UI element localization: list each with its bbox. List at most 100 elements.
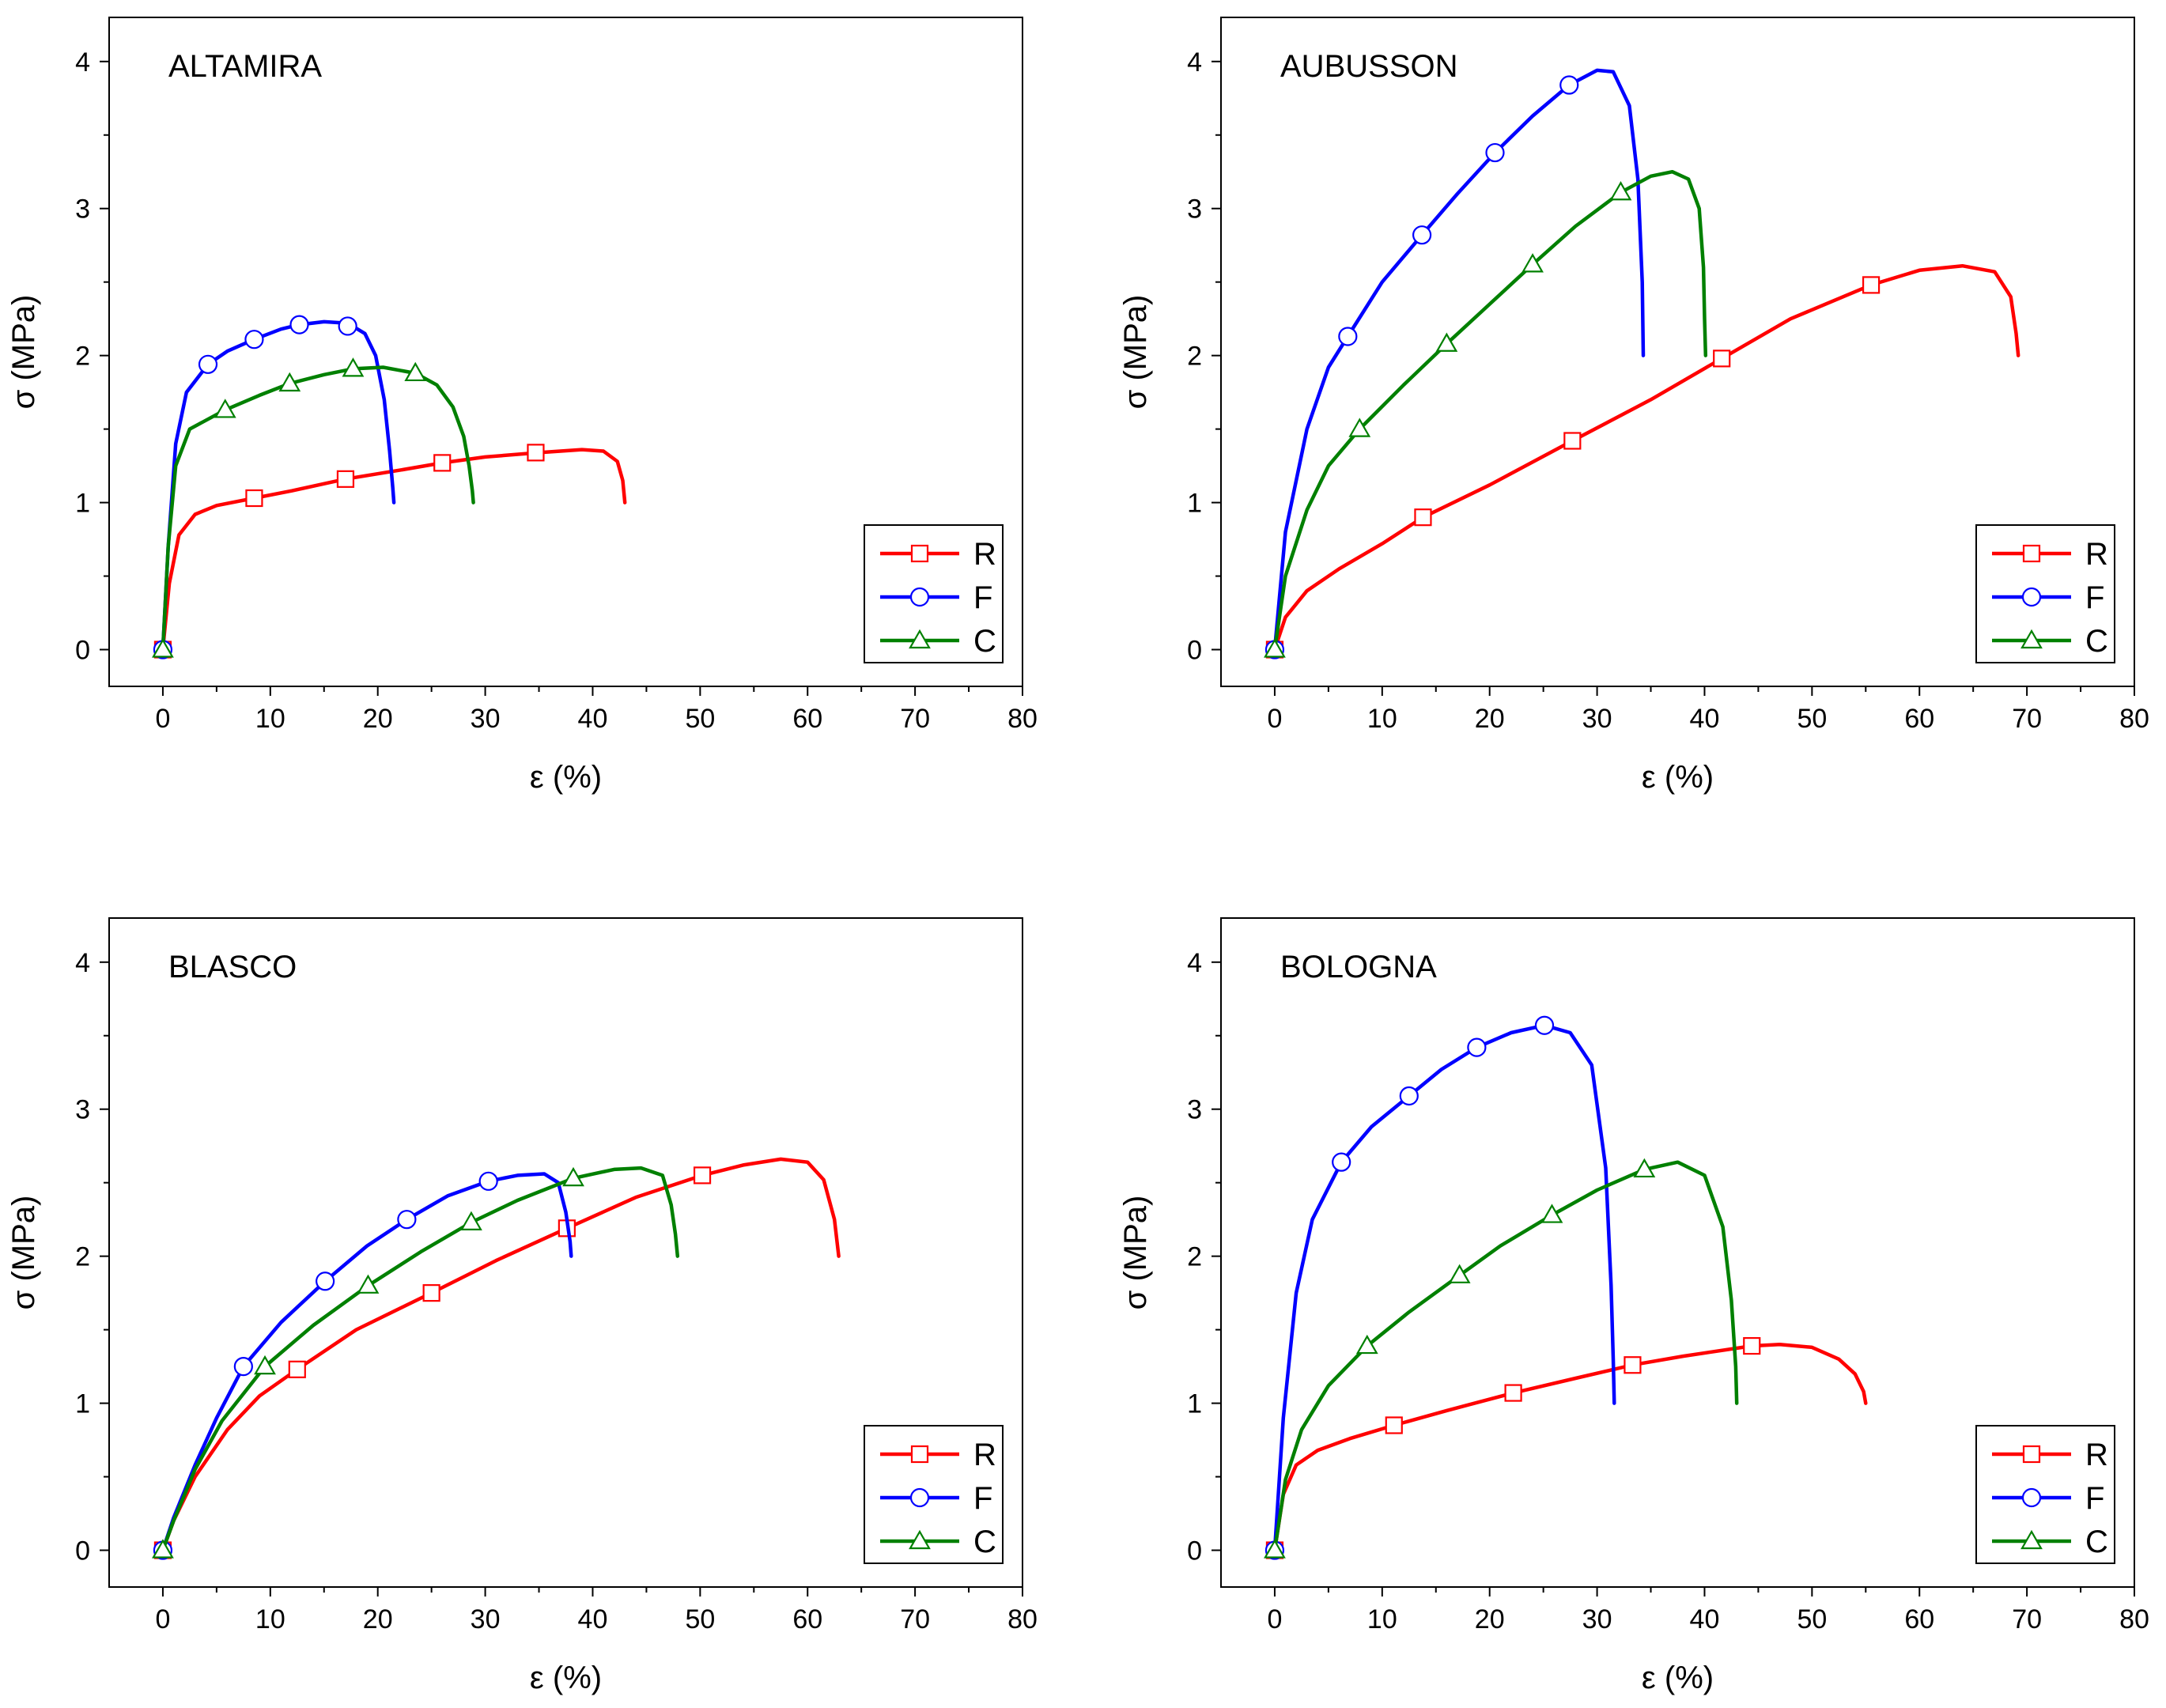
x-tick-label: 0 <box>155 704 170 734</box>
data-point-r <box>433 454 452 472</box>
data-point-c <box>254 1355 276 1375</box>
legend: RFC <box>864 1425 1004 1564</box>
y-tick-label: 3 <box>75 195 90 225</box>
legend: RFC <box>1975 1425 2115 1564</box>
data-point-c <box>152 638 174 658</box>
data-point-r <box>422 1284 440 1302</box>
x-tick-label: 0 <box>1267 704 1282 734</box>
plot-frame <box>108 917 1023 1588</box>
data-point-r <box>1414 508 1432 527</box>
data-point-f <box>1485 142 1505 163</box>
data-point-r <box>1743 1336 1761 1355</box>
data-point-c <box>1540 1204 1563 1223</box>
x-tick-label: 60 <box>1904 704 1934 734</box>
data-point-c <box>1609 181 1632 201</box>
data-point-c <box>1355 1334 1378 1355</box>
data-point-c <box>1264 638 1286 658</box>
data-point-f <box>198 354 218 374</box>
data-point-f <box>316 1272 335 1291</box>
y-axis-label: σ (MPa) <box>6 1196 41 1310</box>
data-point-c <box>1264 1539 1286 1559</box>
plot-frame <box>108 17 1023 687</box>
chart-panel-blasco: 0 10 20 30 40 50 60 70 80 0 1 2 3 4 ε (%) σ (MPa) BLASCO… <box>6 917 1038 1695</box>
x-tick-label: 40 <box>578 1604 608 1634</box>
data-point-r <box>336 470 355 488</box>
series-c <box>1264 1158 1739 1559</box>
data-point-f <box>1534 1015 1555 1035</box>
legend-label: F <box>973 1481 992 1516</box>
x-tick-label: 30 <box>1582 704 1612 734</box>
x-tick-label: 50 <box>1797 704 1827 734</box>
legend-entry-r: R <box>1992 537 2108 572</box>
x-tick-label: 60 <box>792 704 822 734</box>
legend-marker <box>910 544 929 563</box>
data-point-c <box>214 399 236 418</box>
legend-marker <box>909 587 930 607</box>
chart-panel-bologna: 0 10 20 30 40 50 60 70 80 0 1 2 3 4 ε (%) σ (MPa) BOLOGN… <box>1118 917 2149 1695</box>
panel-title: ALTAMIRA <box>168 49 322 84</box>
data-point-c <box>1448 1264 1471 1283</box>
y-axis-label: σ (MPa) <box>6 295 41 410</box>
data-point-r <box>288 1360 306 1378</box>
legend-marker <box>2021 587 2042 607</box>
legend-label: C <box>973 1525 996 1559</box>
y-tick-label: 0 <box>75 1536 90 1566</box>
legend-marker <box>909 1529 931 1550</box>
data-point-f <box>478 1171 498 1191</box>
x-tick-label: 70 <box>900 1604 930 1634</box>
data-point-f <box>289 315 309 334</box>
y-tick-label: 2 <box>75 1242 90 1272</box>
legend-label: F <box>2085 580 2104 615</box>
data-point-f <box>244 330 264 350</box>
data-point-r <box>527 444 545 462</box>
series-line-r <box>1272 1342 1868 1552</box>
legend-marker <box>2020 1529 2043 1550</box>
data-point-c <box>278 372 301 392</box>
legend-label: C <box>973 624 996 659</box>
series-c <box>1264 169 1708 658</box>
x-tick-label: 10 <box>255 704 285 734</box>
data-point-c <box>1521 253 1544 273</box>
series-f <box>1264 68 1646 659</box>
series-line-r <box>161 1157 841 1552</box>
data-point-c <box>342 357 365 377</box>
data-point-f <box>1399 1086 1419 1106</box>
chart-panel-aubusson: 0 10 20 30 40 50 60 70 80 0 1 2 3 4 ε (%) σ (MPa) AUBUSS… <box>1118 17 2149 795</box>
legend-marker <box>2022 1445 2041 1464</box>
legend-label: C <box>2085 624 2108 659</box>
x-tick-label: 50 <box>685 1604 715 1634</box>
y-tick-label: 0 <box>1187 636 1202 666</box>
chart-panel-altamira: 0 10 20 30 40 50 60 70 80 0 1 2 3 4 ε (%) σ (MPa) ALTAMI… <box>6 17 1038 795</box>
legend-label: R <box>973 537 996 572</box>
x-tick-label: 70 <box>2012 704 2042 734</box>
x-tick-label: 10 <box>1367 704 1397 734</box>
series-line-f <box>1272 68 1646 652</box>
data-point-r <box>1504 1384 1522 1402</box>
x-tick-label: 80 <box>1007 1604 1038 1634</box>
y-tick-label: 4 <box>75 948 90 978</box>
legend-marker <box>2020 629 2043 649</box>
legend-entry-c: C <box>1992 1525 2108 1559</box>
series-f <box>153 1171 573 1560</box>
data-point-c <box>1435 332 1458 352</box>
x-tick-label: 10 <box>1367 1604 1397 1634</box>
legend-entry-r: R <box>880 1438 996 1472</box>
data-point-r <box>245 489 263 508</box>
series-line-c <box>1272 169 1708 652</box>
data-point-c <box>404 361 427 382</box>
y-axis-label: σ (MPa) <box>1118 1196 1153 1310</box>
x-tick-label: 80 <box>2119 1604 2149 1634</box>
x-tick-label: 80 <box>1007 704 1038 734</box>
data-point-r <box>1563 432 1582 450</box>
x-tick-label: 50 <box>1797 1604 1827 1634</box>
legend-marker <box>910 1445 929 1464</box>
x-tick-label: 20 <box>1475 704 1505 734</box>
legend-label: C <box>2085 1525 2108 1559</box>
data-point-r <box>1624 1356 1642 1374</box>
legend-marker <box>909 1487 930 1508</box>
legend-entry-r: R <box>880 537 996 572</box>
data-point-r <box>1385 1416 1403 1434</box>
panel-title: AUBUSSON <box>1280 49 1458 84</box>
x-axis-label: ε (%) <box>530 760 602 795</box>
data-point-r <box>1713 350 1731 368</box>
